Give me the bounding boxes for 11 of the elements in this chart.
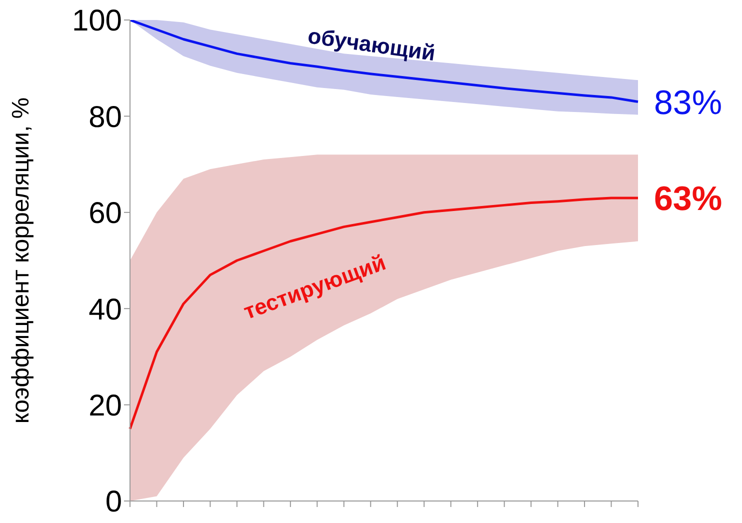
y-tick-label: 20 [88,389,122,422]
y-tick-label: 0 [105,486,122,519]
data-label: 63% [654,180,722,218]
y-tick-label: 40 [88,293,122,326]
data-label: 83% [654,84,722,122]
line-series [128,196,640,430]
y-tick-label: 80 [88,100,122,134]
text: обучающий [306,23,437,66]
y-tick-label: 60 [88,197,122,230]
y-axis-title: коэффициент корреляции, % [8,97,35,424]
y-tick-label: 100 [72,4,122,38]
